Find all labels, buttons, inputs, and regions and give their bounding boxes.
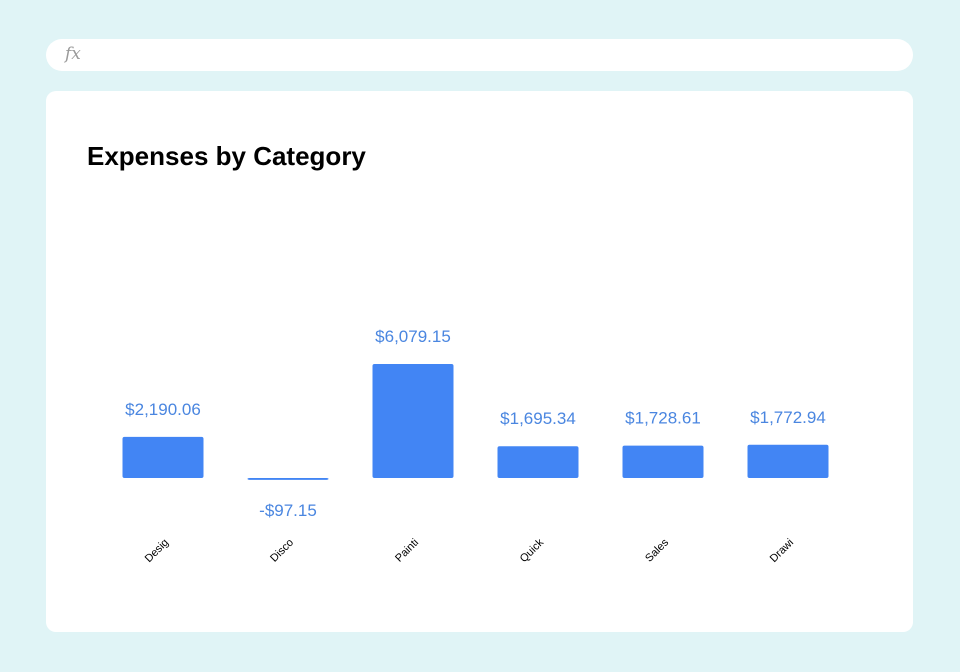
x-tick-label: Quick <box>518 536 547 565</box>
bar <box>497 446 579 478</box>
data-label: $1,772.94 <box>750 408 826 427</box>
data-label: $2,190.06 <box>125 400 201 419</box>
data-label: $1,728.61 <box>625 409 701 428</box>
data-label: $1,695.34 <box>500 409 576 428</box>
bar <box>622 445 704 478</box>
function-icon: fx <box>65 44 81 64</box>
chart-card: Expenses by Category $2,190.06 Desig -$97.… <box>46 91 913 632</box>
bar <box>122 436 204 478</box>
chart-title: Expenses by Category <box>87 141 366 171</box>
x-tick-label: Desig <box>143 537 171 565</box>
bar <box>372 364 454 478</box>
formula-bar[interactable]: fx <box>46 39 913 71</box>
x-tick-label: Sales <box>643 536 671 564</box>
bar <box>247 478 329 480</box>
x-tick-label: Painti <box>393 537 421 565</box>
x-tick-label: Drawi <box>768 537 796 565</box>
data-label: $6,079.15 <box>375 327 451 346</box>
data-label: -$97.15 <box>259 501 317 520</box>
bar-chart: $2,190.06 Desig -$97.15 Disco $6,079.15 Paint… <box>122 327 829 565</box>
x-tick-label: Disco <box>268 537 296 565</box>
bar <box>747 444 829 478</box>
